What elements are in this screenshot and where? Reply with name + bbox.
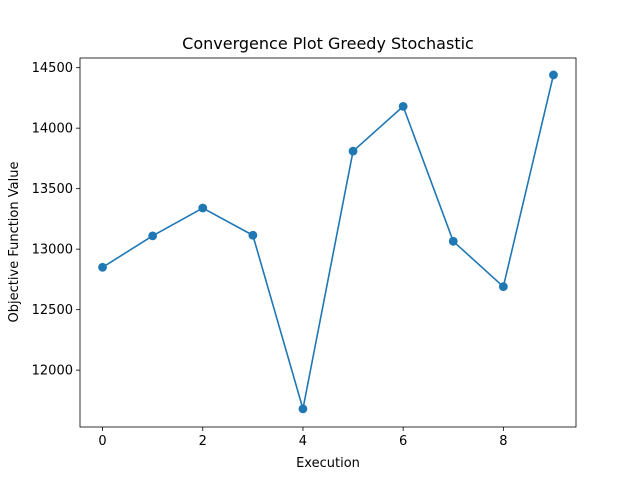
data-point (198, 203, 208, 213)
data-point (398, 101, 408, 111)
data-point (549, 70, 558, 80)
x-tick-label: 4 (299, 434, 307, 449)
data-point (448, 236, 458, 246)
y-tick-label: 14500 (32, 61, 73, 76)
y-tick-label: 12500 (32, 303, 73, 318)
chart-title: Convergence Plot Greedy Stochastic (182, 34, 474, 53)
x-tick-label: 0 (98, 434, 106, 449)
data-point (148, 231, 158, 241)
x-tick-label: 6 (399, 434, 407, 449)
data-point (348, 146, 358, 156)
y-tick-label: 13500 (32, 182, 73, 197)
data-point (98, 262, 107, 272)
x-axis-label: Execution (296, 456, 360, 471)
x-tick-label: 8 (499, 434, 507, 449)
data-point (298, 404, 308, 414)
y-axis-label: Objective Function Value (7, 162, 22, 323)
plot-area: 0 2 4 6 8 12000 12500 13000 13500 14000 14500 (32, 57, 577, 449)
axes-frame (79, 57, 577, 428)
series-line (102, 74, 555, 410)
y-tick-label: 14000 (32, 122, 73, 137)
x-tick-label: 2 (199, 434, 207, 449)
y-tick-label: 13000 (32, 243, 73, 258)
y-tick-label: 12000 (32, 364, 73, 379)
data-point (498, 282, 508, 292)
data-point (248, 230, 258, 240)
